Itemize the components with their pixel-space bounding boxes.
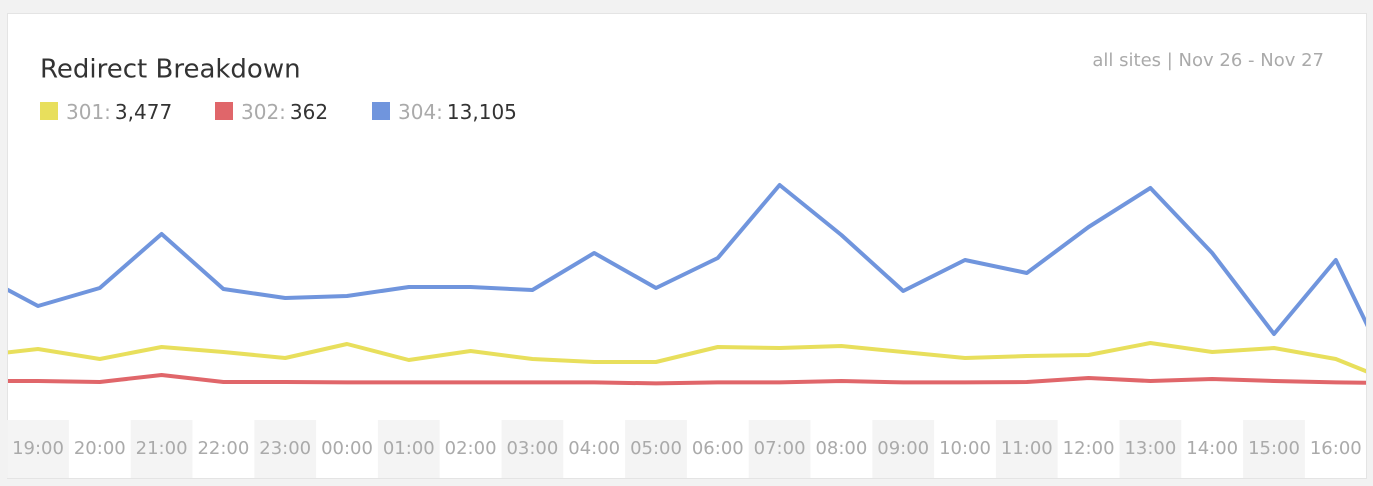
x-tick-label: 00:00	[321, 438, 373, 459]
x-tick-label: 16:00	[1310, 438, 1362, 459]
x-tick-label: 22:00	[197, 438, 249, 459]
x-tick-label: 21:00	[136, 438, 188, 459]
x-tick-label: 03:00	[506, 438, 558, 459]
x-band	[1243, 420, 1305, 478]
series-line	[8, 341, 1366, 374]
legend-name: 301:	[66, 100, 111, 124]
legend-label: 301: 3,477	[66, 100, 172, 124]
x-tick-label: 13:00	[1124, 438, 1176, 459]
x-band	[748, 420, 811, 478]
x-band	[1119, 420, 1182, 478]
x-tick-label: 09:00	[877, 438, 929, 459]
series-line	[8, 373, 1366, 386]
x-band	[130, 420, 193, 478]
x-tick-label: 10:00	[939, 438, 991, 459]
x-band	[995, 420, 1058, 478]
legend-item: 304: 13,105	[372, 100, 517, 124]
x-tick-label: 01:00	[383, 438, 435, 459]
x-band	[377, 420, 440, 478]
x-tick-label: 05:00	[630, 438, 682, 459]
x-tick-label: 23:00	[259, 438, 311, 459]
legend-label: 302: 362	[241, 100, 328, 124]
x-tick-label: 15:00	[1248, 438, 1300, 459]
x-tick-label: 06:00	[692, 438, 744, 459]
x-tick-label: 04:00	[568, 438, 620, 459]
x-tick-label: 20:00	[74, 438, 126, 459]
legend-total: 362	[290, 100, 328, 124]
x-tick-label: 12:00	[1063, 438, 1115, 459]
x-tick-label: 11:00	[1001, 438, 1053, 459]
x-band	[872, 420, 935, 478]
legend-label: 304: 13,105	[398, 100, 517, 124]
x-band	[7, 420, 69, 478]
x-band	[625, 420, 687, 478]
legend-total: 13,105	[447, 100, 517, 124]
x-tick-label: 14:00	[1186, 438, 1238, 459]
x-tick-label: 19:00	[12, 438, 64, 459]
chart-title: Redirect Breakdown	[40, 55, 301, 85]
x-tick-label: 08:00	[815, 438, 867, 459]
legend-name: 304:	[398, 100, 443, 124]
x-tick-label: 07:00	[754, 438, 806, 459]
x-tick-label: 02:00	[445, 438, 497, 459]
card	[7, 13, 1367, 479]
x-band	[501, 420, 564, 478]
x-band	[254, 420, 317, 478]
series-line	[8, 183, 1366, 336]
legend-swatch	[40, 102, 58, 120]
legend-item: 301: 3,477	[40, 100, 172, 124]
chart-subtitle: all sites | Nov 26 - Nov 27	[1092, 50, 1324, 71]
legend-swatch	[372, 102, 390, 120]
legend-swatch	[215, 102, 233, 120]
legend-total: 3,477	[115, 100, 172, 124]
legend-name: 302:	[241, 100, 286, 124]
legend-item: 302: 362	[215, 100, 328, 124]
